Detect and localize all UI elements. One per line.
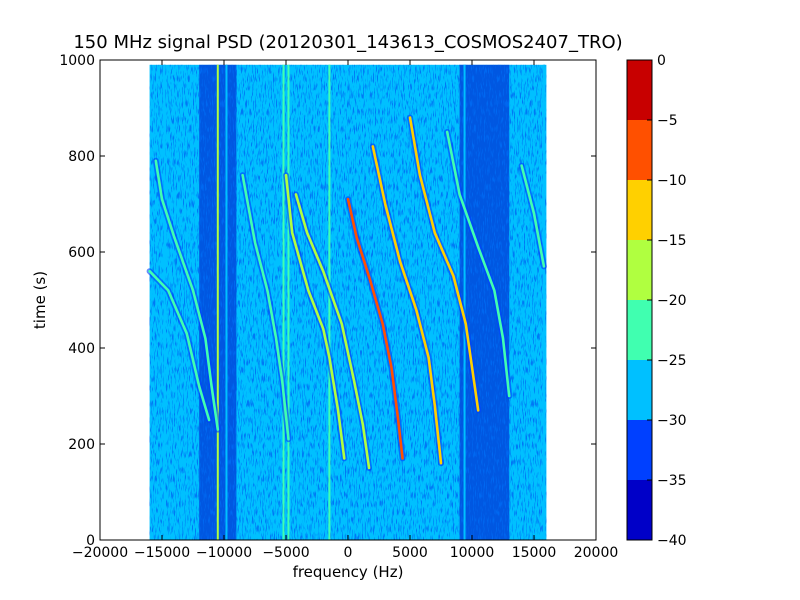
colorbar: 0 −5 −10 −15 −20 −25 −30 −35 −40 (626, 53, 687, 549)
colorbar-tick-label: −5 (657, 113, 678, 129)
colorbar-tick-label: 0 (657, 53, 666, 69)
x-tick-label: 15000 (512, 545, 557, 561)
y-axis: 0 200 400 600 800 1000 (59, 53, 596, 549)
colorbar-tick-label: −25 (657, 353, 687, 369)
x-tick-label: −20000 (72, 545, 128, 561)
signal-track (148, 269, 211, 422)
colorbar-segment (627, 360, 652, 420)
colorbar-segment (627, 60, 652, 120)
colorbar-tick-label: −40 (657, 533, 687, 549)
y-axis-label: time (s) (31, 271, 49, 329)
signal-track (520, 164, 546, 268)
x-axis: −20000 −15000 −10000 −5000 0 5000 10000 15000 20… (72, 60, 618, 561)
colorbar-tick-label: −30 (657, 413, 687, 429)
x-tick-label: −5000 (262, 545, 309, 561)
x-tick-label: −15000 (134, 545, 190, 561)
x-axis-label: frequency (Hz) (293, 563, 404, 581)
heatmap-noise (149, 64, 547, 540)
signal-track (371, 145, 443, 465)
signal-track (284, 173, 346, 460)
x-tick-label: 5000 (392, 545, 428, 561)
signal-track (346, 197, 404, 460)
signal-track (294, 193, 371, 470)
signal-track (445, 130, 511, 398)
colorbar-segment (627, 180, 652, 240)
y-tick-label: 1000 (59, 53, 95, 69)
y-tick-label: 400 (68, 341, 95, 357)
y-tick-label: 600 (68, 245, 95, 261)
heatmap-layer (149, 64, 547, 540)
colorbar-segment (627, 300, 652, 360)
x-tick-label: 10000 (450, 545, 495, 561)
y-tick-label: 0 (86, 533, 95, 549)
chart-title: 150 MHz signal PSD (20120301_143613_COSM… (73, 32, 622, 53)
signal-track (241, 173, 290, 441)
x-tick-label: 0 (344, 545, 353, 561)
y-tick-label: 200 (68, 437, 95, 453)
colorbar-segment (627, 420, 652, 480)
colorbar-segment (627, 120, 652, 180)
colorbar-segment (627, 480, 652, 540)
x-tick-label: 20000 (574, 545, 619, 561)
colorbar-segment (627, 240, 652, 300)
signal-tracks (146, 114, 547, 471)
colorbar-tick-label: −35 (657, 473, 687, 489)
colorbar-tick-label: −20 (657, 293, 687, 309)
colorbar-tick-label: −15 (657, 233, 687, 249)
x-tick-label: −10000 (196, 545, 252, 561)
colorbar-tick-label: −10 (657, 173, 687, 189)
signal-track (154, 159, 220, 431)
y-tick-label: 800 (68, 149, 95, 165)
signal-track (408, 116, 480, 412)
